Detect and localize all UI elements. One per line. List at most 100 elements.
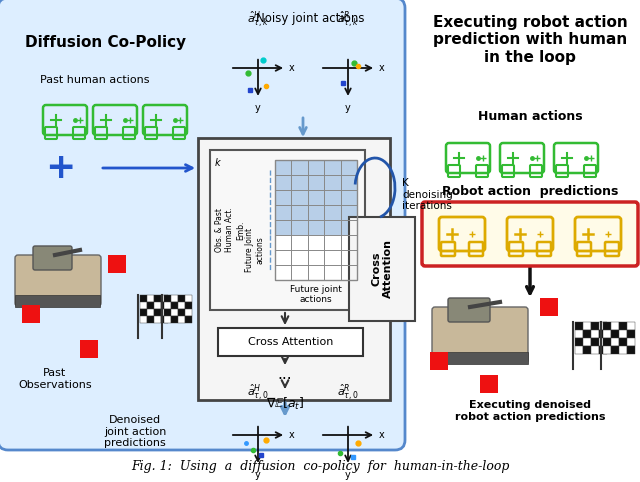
Text: Cross
Attention: Cross Attention [371, 240, 393, 298]
Bar [627, 346, 635, 354]
Bar [154, 309, 161, 316]
Bar [583, 322, 591, 330]
Bar [140, 316, 147, 323]
Text: k: k [215, 158, 221, 168]
Bar [540, 298, 558, 316]
Bar [178, 295, 185, 302]
Text: $\hat{a}^R_{\tau,0}$: $\hat{a}^R_{\tau,0}$ [337, 383, 359, 403]
Bar [275, 160, 357, 280]
Bar [480, 375, 498, 393]
Bar [80, 340, 98, 358]
Bar [178, 302, 185, 309]
Text: x: x [289, 430, 295, 440]
Bar [198, 138, 390, 400]
Bar [171, 295, 178, 302]
Text: Human actions: Human actions [477, 110, 582, 123]
Bar [154, 302, 161, 309]
Bar [599, 322, 607, 330]
Bar [591, 330, 599, 338]
Text: x: x [289, 63, 295, 73]
Bar [619, 322, 627, 330]
Bar [599, 338, 607, 346]
Bar [575, 338, 583, 346]
Text: Cross Attention: Cross Attention [248, 337, 333, 347]
Bar [210, 150, 365, 310]
Text: $\nabla\mathbb{E}[a_t]$: $\nabla\mathbb{E}[a_t]$ [266, 396, 304, 412]
FancyBboxPatch shape [422, 202, 638, 266]
Bar [147, 316, 154, 323]
Text: Future Joint
actions: Future Joint actions [245, 228, 265, 272]
Text: Executing robot action
prediction with human
in the loop: Executing robot action prediction with h… [433, 15, 627, 65]
Bar [619, 338, 627, 346]
Bar [619, 346, 627, 354]
Bar [161, 302, 168, 309]
Text: Robot action  predictions: Robot action predictions [442, 185, 618, 198]
Bar [599, 330, 607, 338]
Bar [185, 302, 192, 309]
Bar [147, 309, 154, 316]
Bar [164, 309, 171, 316]
Bar [591, 346, 599, 354]
Text: Obs. & Past
Human Act.
Emb.: Obs. & Past Human Act. Emb. [215, 208, 245, 253]
Bar [171, 309, 178, 316]
Bar [15, 295, 100, 307]
Bar [603, 338, 611, 346]
Bar [275, 235, 357, 280]
Bar [583, 330, 591, 338]
Bar [575, 322, 583, 330]
Text: Future joint
actions: Future joint actions [290, 285, 342, 305]
Bar [185, 309, 192, 316]
Bar [583, 346, 591, 354]
Bar [161, 309, 168, 316]
Text: x: x [379, 63, 385, 73]
Bar [154, 316, 161, 323]
Text: ···: ··· [278, 372, 292, 387]
Bar [218, 328, 363, 356]
Bar [147, 302, 154, 309]
Text: y: y [255, 103, 261, 113]
Bar [140, 309, 147, 316]
Text: y: y [345, 103, 351, 113]
Bar [611, 346, 619, 354]
Text: x: x [379, 430, 385, 440]
Bar [275, 160, 357, 235]
Bar [591, 322, 599, 330]
Text: Diffusion Co-Policy: Diffusion Co-Policy [25, 35, 186, 50]
Text: +: + [45, 151, 75, 185]
Bar [591, 338, 599, 346]
Bar [161, 316, 168, 323]
Bar [603, 346, 611, 354]
Bar [164, 316, 171, 323]
Bar [185, 316, 192, 323]
Bar [611, 330, 619, 338]
Text: Past
Observations: Past Observations [18, 368, 92, 389]
Bar [147, 295, 154, 302]
Bar [164, 295, 171, 302]
Bar [603, 330, 611, 338]
FancyBboxPatch shape [448, 298, 490, 322]
Text: y: y [345, 470, 351, 480]
Bar [575, 346, 583, 354]
Text: $\hat{a}^H_{\tau,k}$: $\hat{a}^H_{\tau,k}$ [247, 10, 269, 30]
Bar [432, 352, 528, 364]
Text: y: y [255, 470, 261, 480]
Bar [140, 302, 147, 309]
Text: Past human actions: Past human actions [40, 75, 150, 85]
Bar [185, 295, 192, 302]
Text: $\hat{a}^H_{\tau,0}$: $\hat{a}^H_{\tau,0}$ [247, 383, 269, 403]
Text: Denoised
joint action
predictions: Denoised joint action predictions [104, 415, 166, 448]
FancyBboxPatch shape [33, 246, 72, 270]
Bar [575, 330, 583, 338]
Bar [161, 295, 168, 302]
Bar [611, 338, 619, 346]
Bar [178, 309, 185, 316]
FancyBboxPatch shape [432, 307, 528, 363]
Bar [599, 346, 607, 354]
Bar [108, 255, 126, 273]
Bar [171, 316, 178, 323]
Bar [430, 352, 448, 370]
Text: Noisy joint actions: Noisy joint actions [256, 12, 364, 25]
Bar [627, 322, 635, 330]
Bar [164, 302, 171, 309]
FancyBboxPatch shape [0, 0, 405, 450]
